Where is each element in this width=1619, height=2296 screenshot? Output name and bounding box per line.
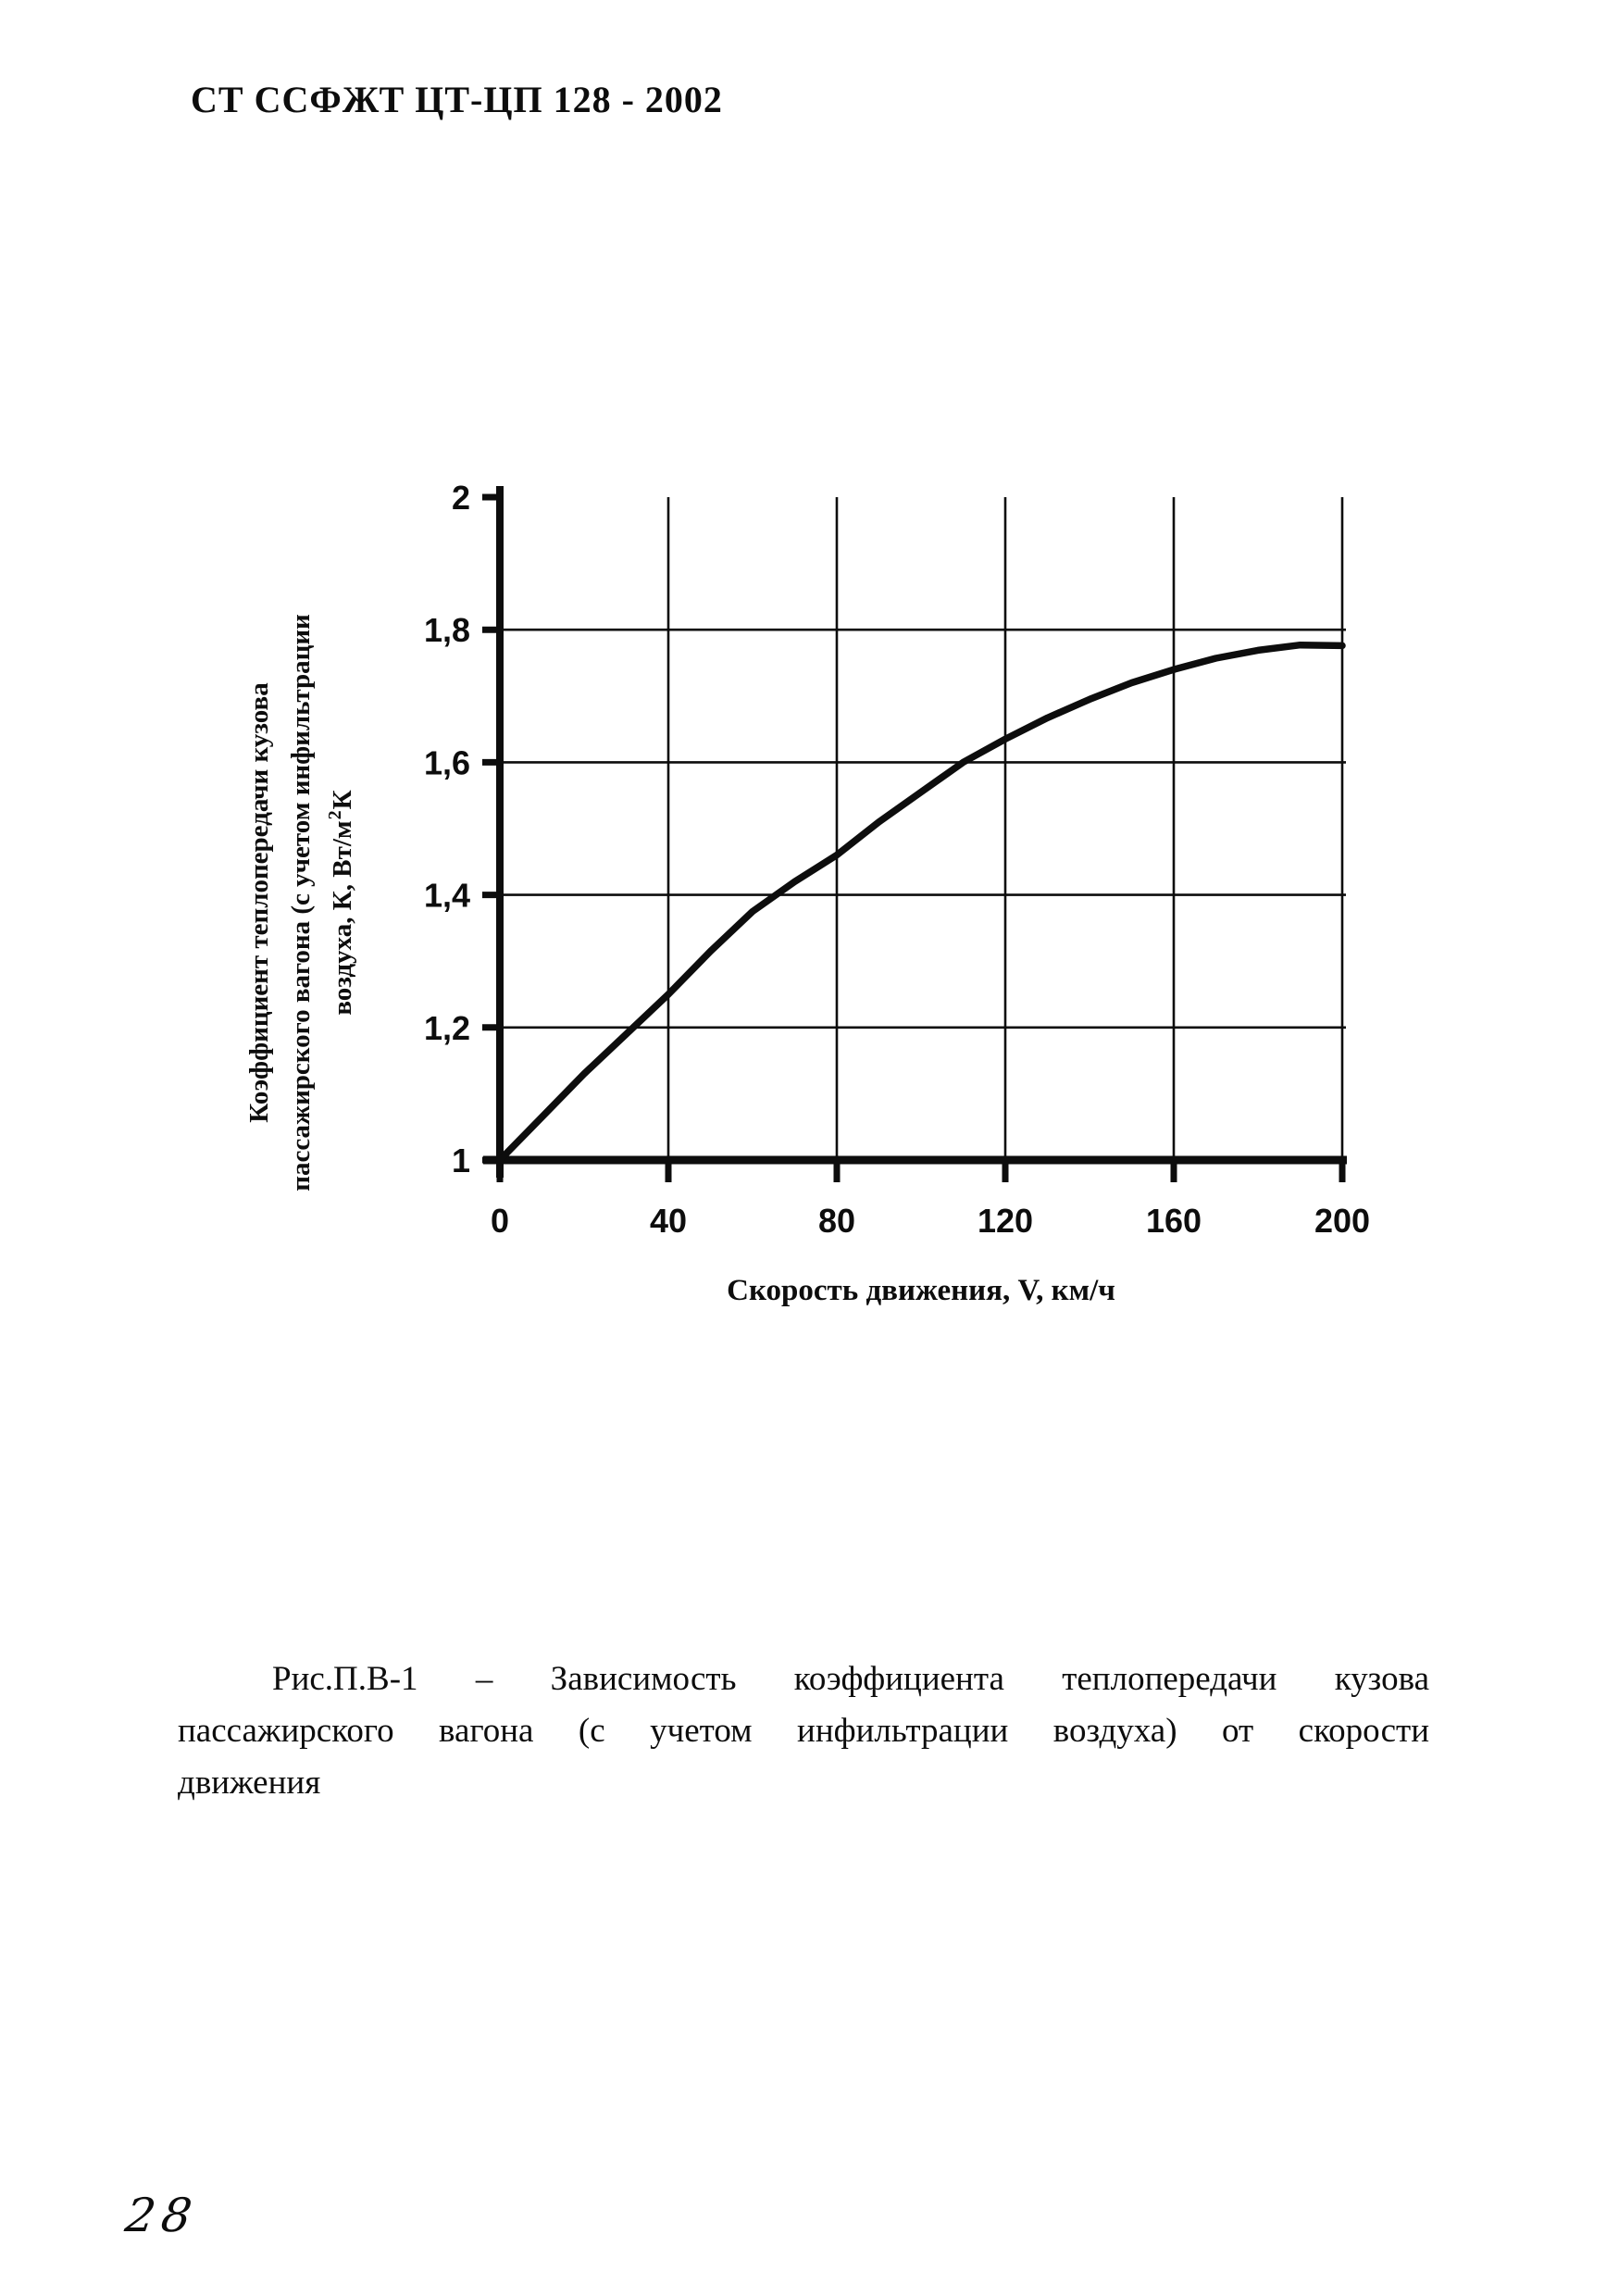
y-axis-title: Коэффициент теплопередачи кузова пассажи… [239,444,367,1361]
y-axis-unit-prefix: воздуха, К, Вт/м [328,820,357,1016]
y-axis-unit-suffix: К [328,790,357,810]
y-tick-label: 2 [452,479,470,517]
data-series-curve [496,641,1346,1164]
x-tick-label: 120 [978,1202,1033,1240]
x-axis-title: Скорость движения, V, км/ч [727,1274,1115,1307]
y-tick-label: 1,8 [424,611,470,649]
document-header: СТ ССФЖТ ЦТ-ЦП 128 - 2002 [191,79,723,120]
x-tick-label: 0 [491,1202,509,1240]
figure-caption-line-2: пассажирского вагона (с учетом инфильтра… [178,1712,1429,1750]
figure-caption-line-3: движения [178,1764,321,1802]
figure-caption-line-1: Рис.П.В-1 – Зависимость коэффициента теп… [272,1660,1429,1698]
x-tick-label: 160 [1146,1202,1202,1240]
x-tick-label: 200 [1314,1202,1370,1240]
y-tick-label: 1,6 [424,743,470,781]
y-axis-unit-superscript: 2 [325,810,345,820]
figure-caption: Рис.П.В-1 – Зависимость коэффициента теп… [178,1653,1429,1809]
y-axis-title-line-3: воздуха, К, Вт/м2К [322,444,367,1361]
y-tick-label: 1,2 [424,1009,470,1047]
y-axis-title-line-2: пассажирского вагона (с учетом инфильтра… [286,614,316,1192]
x-tick-label: 40 [650,1202,687,1240]
x-tick-label: 80 [818,1202,855,1240]
y-axis-title-line-1: Коэффициент теплопередачи кузова [244,682,274,1123]
y-tick-label: 1 [452,1142,470,1179]
page-number: 28 [121,2189,202,2242]
y-tick-label: 1,4 [424,877,470,915]
chart-canvas: 2 1,8 1,6 1,4 1,2 10 40 80 120 160 200 [424,479,1370,1240]
